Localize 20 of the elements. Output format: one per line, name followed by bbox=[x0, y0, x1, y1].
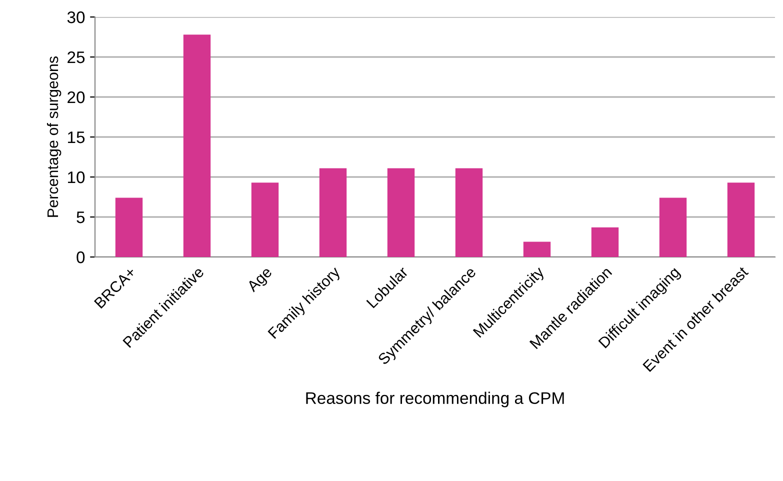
y-tick-label: 5 bbox=[76, 212, 85, 224]
y-tick-label: 25 bbox=[68, 51, 85, 64]
bar bbox=[659, 198, 687, 257]
y-axis-title: Percentage of surgeons bbox=[46, 56, 62, 217]
y-tick-label: 15 bbox=[68, 132, 85, 144]
bar bbox=[319, 168, 347, 257]
bar bbox=[523, 242, 551, 257]
bar bbox=[727, 182, 755, 257]
y-tick-label: 10 bbox=[68, 171, 85, 184]
bar bbox=[183, 34, 211, 257]
y-tick-label: 20 bbox=[68, 91, 85, 104]
bar bbox=[251, 182, 279, 257]
y-tick-label: 30 bbox=[67, 11, 85, 24]
bar bbox=[115, 198, 143, 257]
bar bbox=[455, 168, 483, 257]
x-axis-title: Reasons for recommending a CPM bbox=[306, 392, 564, 408]
y-tick-label: 0 bbox=[76, 251, 85, 264]
bar bbox=[591, 227, 619, 257]
bar bbox=[387, 168, 415, 257]
x-tick-label: Age bbox=[246, 266, 275, 295]
